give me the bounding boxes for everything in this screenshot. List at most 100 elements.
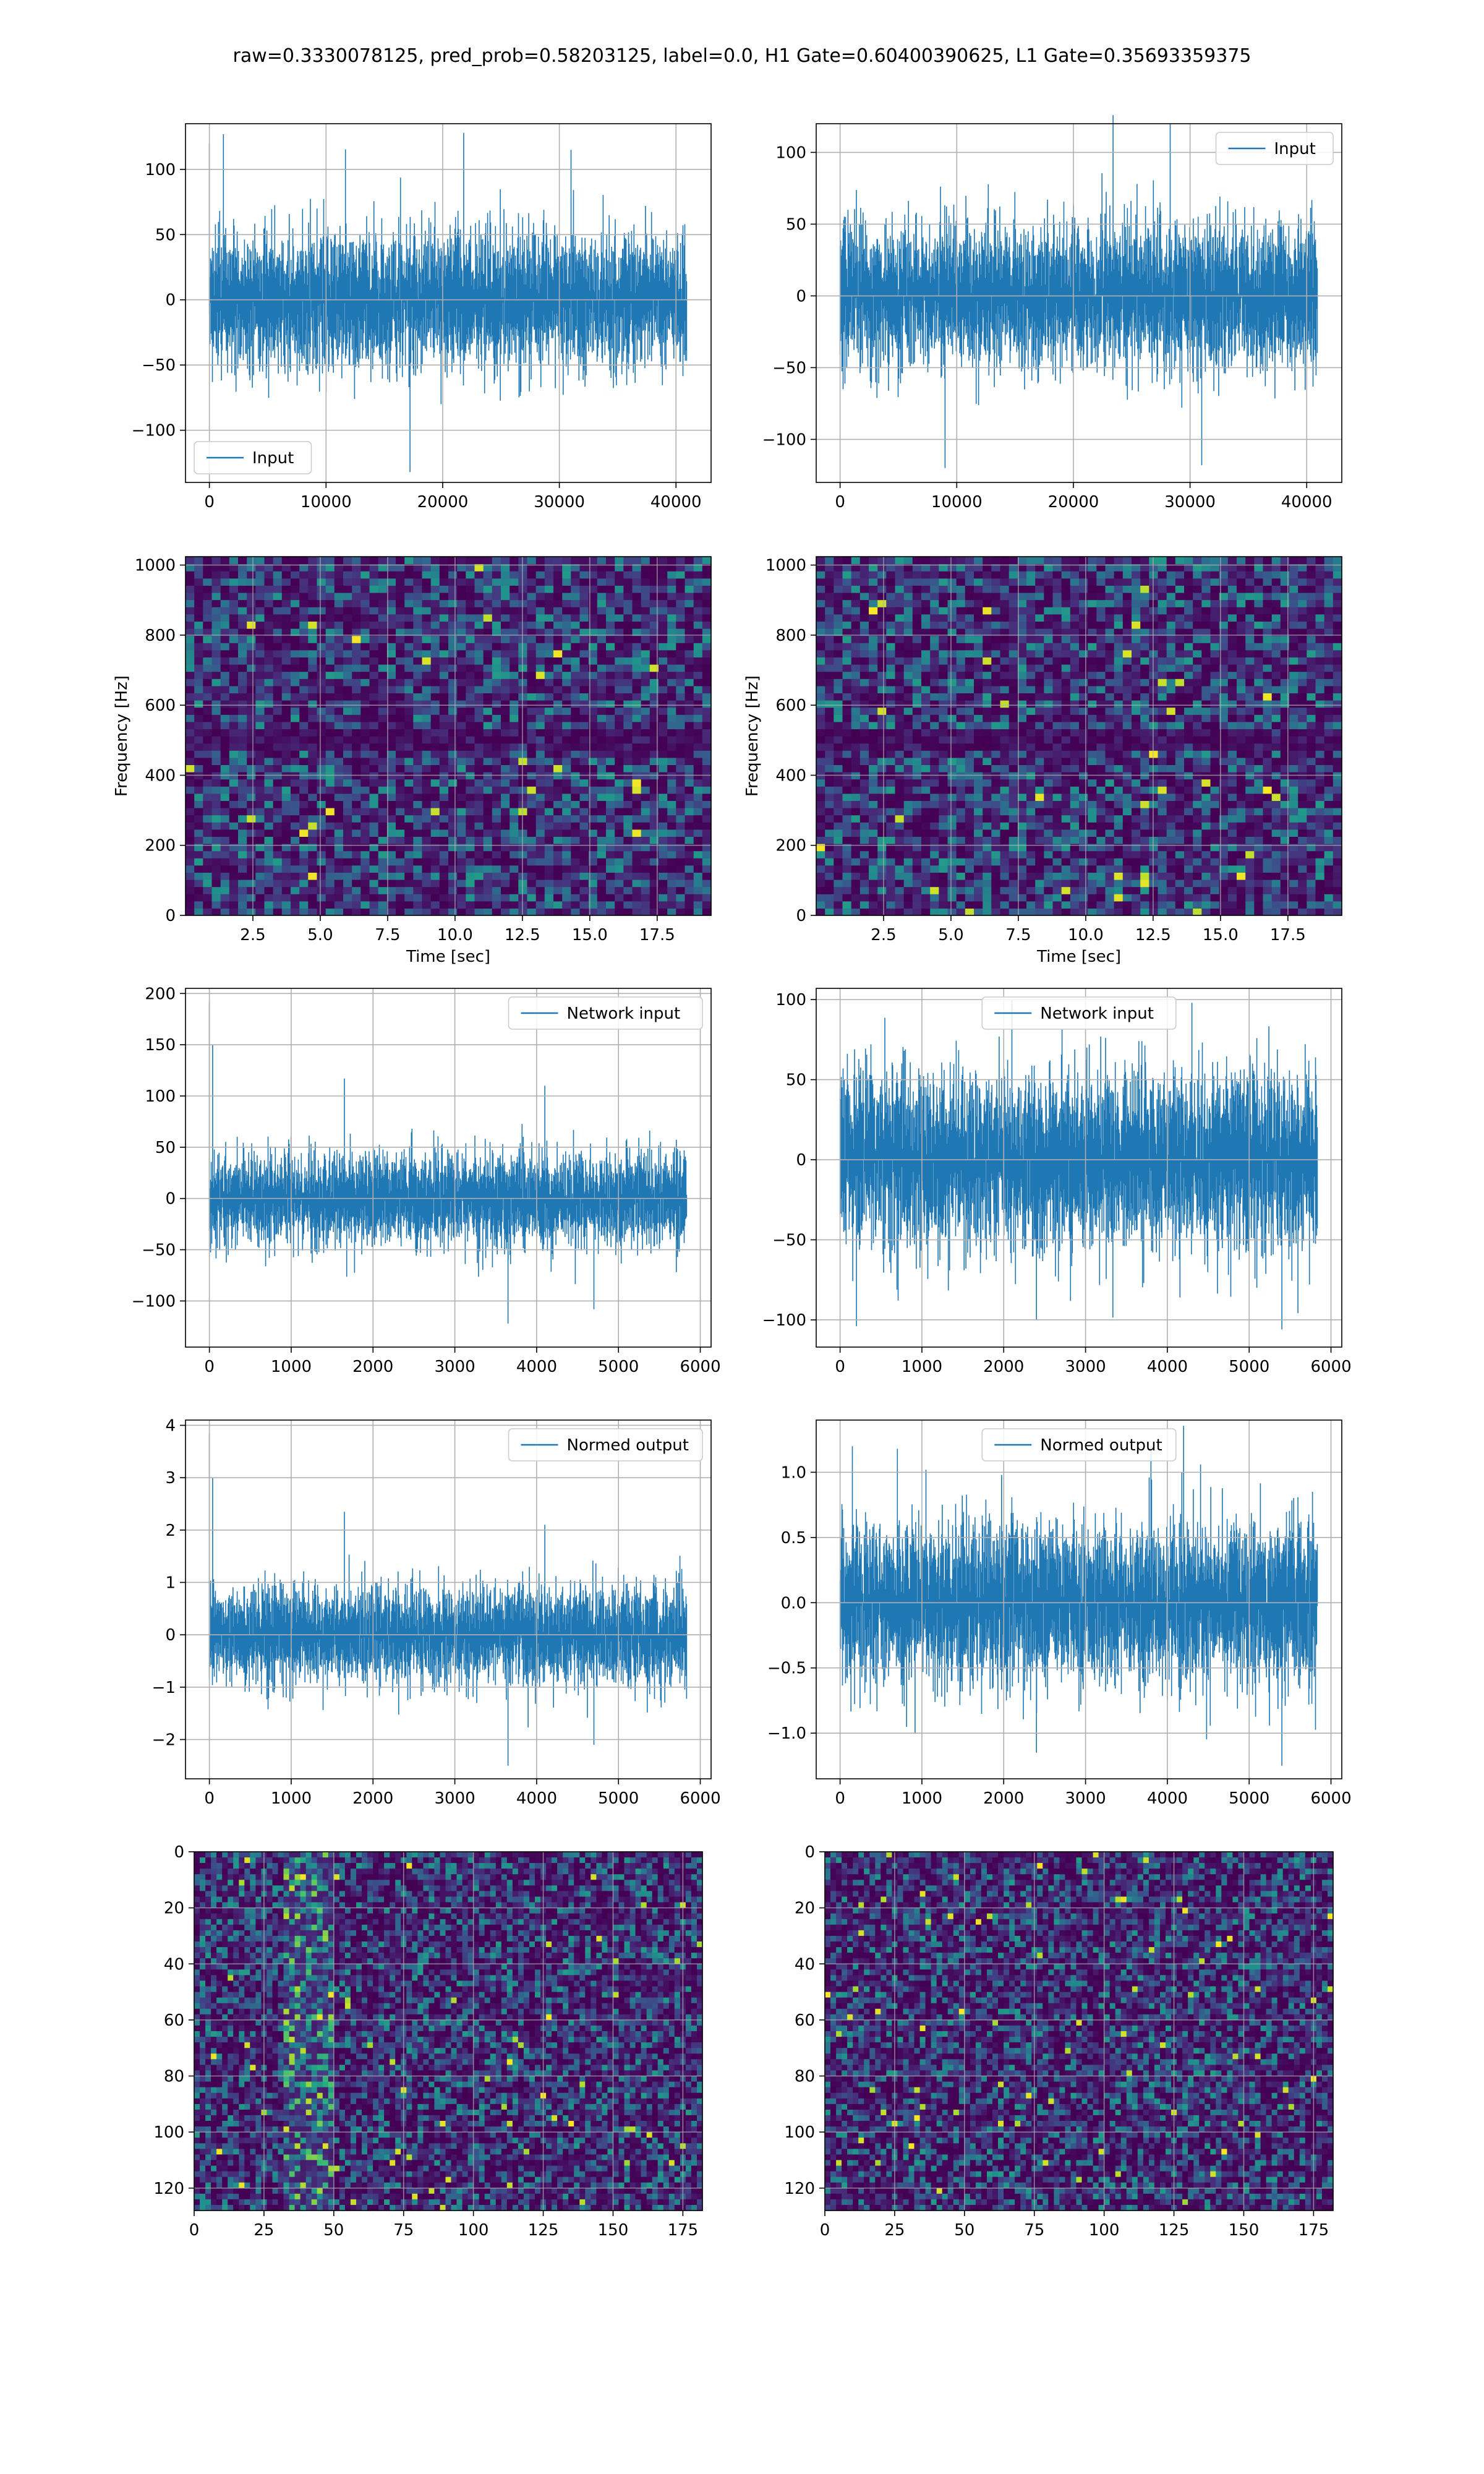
spectrogram-cell bbox=[466, 635, 475, 643]
spectrogram-cell bbox=[413, 793, 423, 801]
spectrogram-cell bbox=[1026, 908, 1036, 916]
spectrogram-cell bbox=[571, 822, 581, 830]
spectrogram-cell bbox=[229, 894, 239, 902]
spectrogram-cell bbox=[1105, 786, 1115, 794]
spectrogram-cell bbox=[308, 607, 318, 615]
spectrogram-cell bbox=[649, 707, 659, 715]
spectrogram-cell bbox=[229, 721, 239, 729]
spectrogram-cell bbox=[834, 585, 843, 593]
spectrogram-cell bbox=[930, 836, 939, 844]
spectrogram-cell bbox=[676, 729, 686, 737]
spectrogram-cell bbox=[211, 693, 221, 701]
spectrogram-cell bbox=[396, 729, 405, 737]
spectrogram-cell bbox=[369, 685, 379, 693]
spectrogram-cell bbox=[291, 628, 300, 636]
spectrogram-cell bbox=[606, 764, 615, 773]
spectrogram-cell bbox=[991, 614, 1001, 622]
spectrogram-cell bbox=[859, 628, 869, 636]
spectrogram-cell bbox=[903, 894, 913, 902]
spectrogram-cell bbox=[553, 671, 563, 679]
spectrogram-cell bbox=[562, 815, 571, 823]
spectrogram-cell bbox=[457, 800, 466, 808]
spectrogram-cell bbox=[606, 671, 615, 679]
spectrogram-cell bbox=[203, 901, 213, 909]
spectrogram-cell bbox=[299, 800, 309, 808]
spectrogram-cell bbox=[325, 757, 335, 765]
spectrogram-cell bbox=[851, 880, 861, 888]
spectrogram-cell bbox=[1035, 664, 1044, 672]
spectrogram-cell bbox=[939, 714, 949, 722]
spectrogram-cell bbox=[903, 585, 913, 593]
spectrogram-cell bbox=[649, 880, 659, 888]
spectrogram-cell bbox=[1114, 664, 1124, 672]
spectrogram-cell bbox=[220, 621, 230, 629]
spectrogram-cell bbox=[186, 901, 195, 909]
spectrogram-cell bbox=[492, 822, 501, 830]
spectrogram-cell bbox=[1009, 678, 1018, 687]
spectrogram-cell bbox=[983, 593, 992, 601]
spectrogram-cell bbox=[220, 822, 230, 830]
spectrogram-cell bbox=[422, 707, 432, 715]
spectrogram-cell bbox=[553, 635, 563, 643]
spectrogram-cell bbox=[597, 693, 607, 701]
spectrogram-cell bbox=[404, 800, 414, 808]
spectrogram-cell bbox=[684, 822, 694, 830]
spectrogram-cell bbox=[1017, 678, 1027, 687]
spectrogram-cell bbox=[430, 571, 440, 579]
spectrogram-cell bbox=[588, 786, 598, 794]
spectrogram-cell bbox=[1000, 850, 1010, 858]
spectrogram-cell bbox=[912, 736, 922, 744]
spectrogram-cell bbox=[343, 872, 352, 880]
spectrogram-cell bbox=[1035, 621, 1044, 629]
spectrogram-cell bbox=[334, 844, 344, 852]
spectrogram-cell bbox=[965, 822, 974, 830]
spectrogram-cell bbox=[623, 786, 633, 794]
spectrogram-cell bbox=[1088, 836, 1097, 844]
spectrogram-cell bbox=[632, 721, 642, 729]
spectrogram-cell bbox=[1061, 793, 1071, 801]
spectrogram-cell bbox=[535, 858, 545, 866]
spectrogram-cell bbox=[684, 886, 694, 894]
spectrogram-cell bbox=[1017, 880, 1027, 888]
spectrogram-cell bbox=[203, 808, 213, 816]
spectrogram-cell bbox=[203, 599, 213, 607]
spectrogram-cell bbox=[1105, 621, 1115, 629]
spectrogram-cell bbox=[474, 865, 484, 873]
spectrogram-cell bbox=[194, 664, 203, 672]
spectrogram-cell bbox=[291, 757, 300, 765]
spectrogram-cell bbox=[211, 901, 221, 909]
spectrogram-cell bbox=[220, 880, 230, 888]
spectrogram-cell bbox=[886, 593, 896, 601]
spectrogram-cell bbox=[965, 571, 974, 579]
spectrogram-cell bbox=[895, 850, 905, 858]
spectrogram-cell bbox=[895, 750, 905, 758]
spectrogram-cell bbox=[308, 599, 318, 607]
spectrogram-cell bbox=[956, 649, 966, 657]
spectrogram-cell bbox=[659, 714, 668, 722]
spectrogram-cell bbox=[842, 736, 852, 744]
spectrogram-cell bbox=[553, 621, 563, 629]
spectrogram-cell bbox=[518, 657, 528, 665]
spectrogram-cell bbox=[334, 850, 344, 858]
spectrogram-cell bbox=[588, 599, 598, 607]
spectrogram-cell bbox=[439, 571, 449, 579]
spectrogram-cell bbox=[448, 671, 458, 679]
spectrogram-cell bbox=[281, 800, 291, 808]
spectrogram-cell bbox=[404, 880, 414, 888]
panels: 0 10000 20000 30000 40000−100−50050100Input0… bbox=[113, 115, 1352, 2240]
spectrogram-cell bbox=[579, 614, 589, 622]
spectrogram-cell bbox=[466, 743, 475, 751]
spectrogram-cell bbox=[1114, 685, 1124, 693]
spectrogram-cell bbox=[615, 858, 624, 866]
spectrogram-cell bbox=[597, 858, 607, 866]
spectrogram-cell bbox=[247, 643, 256, 651]
spectrogram-cell bbox=[1122, 721, 1132, 729]
spectrogram-cell bbox=[396, 880, 405, 888]
spectrogram-cell bbox=[308, 557, 318, 565]
spectrogram-cell bbox=[264, 643, 274, 651]
spectrogram-cell bbox=[816, 865, 825, 873]
spectrogram-cell bbox=[430, 635, 440, 643]
spectrogram-cell bbox=[983, 908, 992, 916]
spectrogram-cell bbox=[203, 614, 213, 622]
spectrogram-cell bbox=[211, 685, 221, 693]
